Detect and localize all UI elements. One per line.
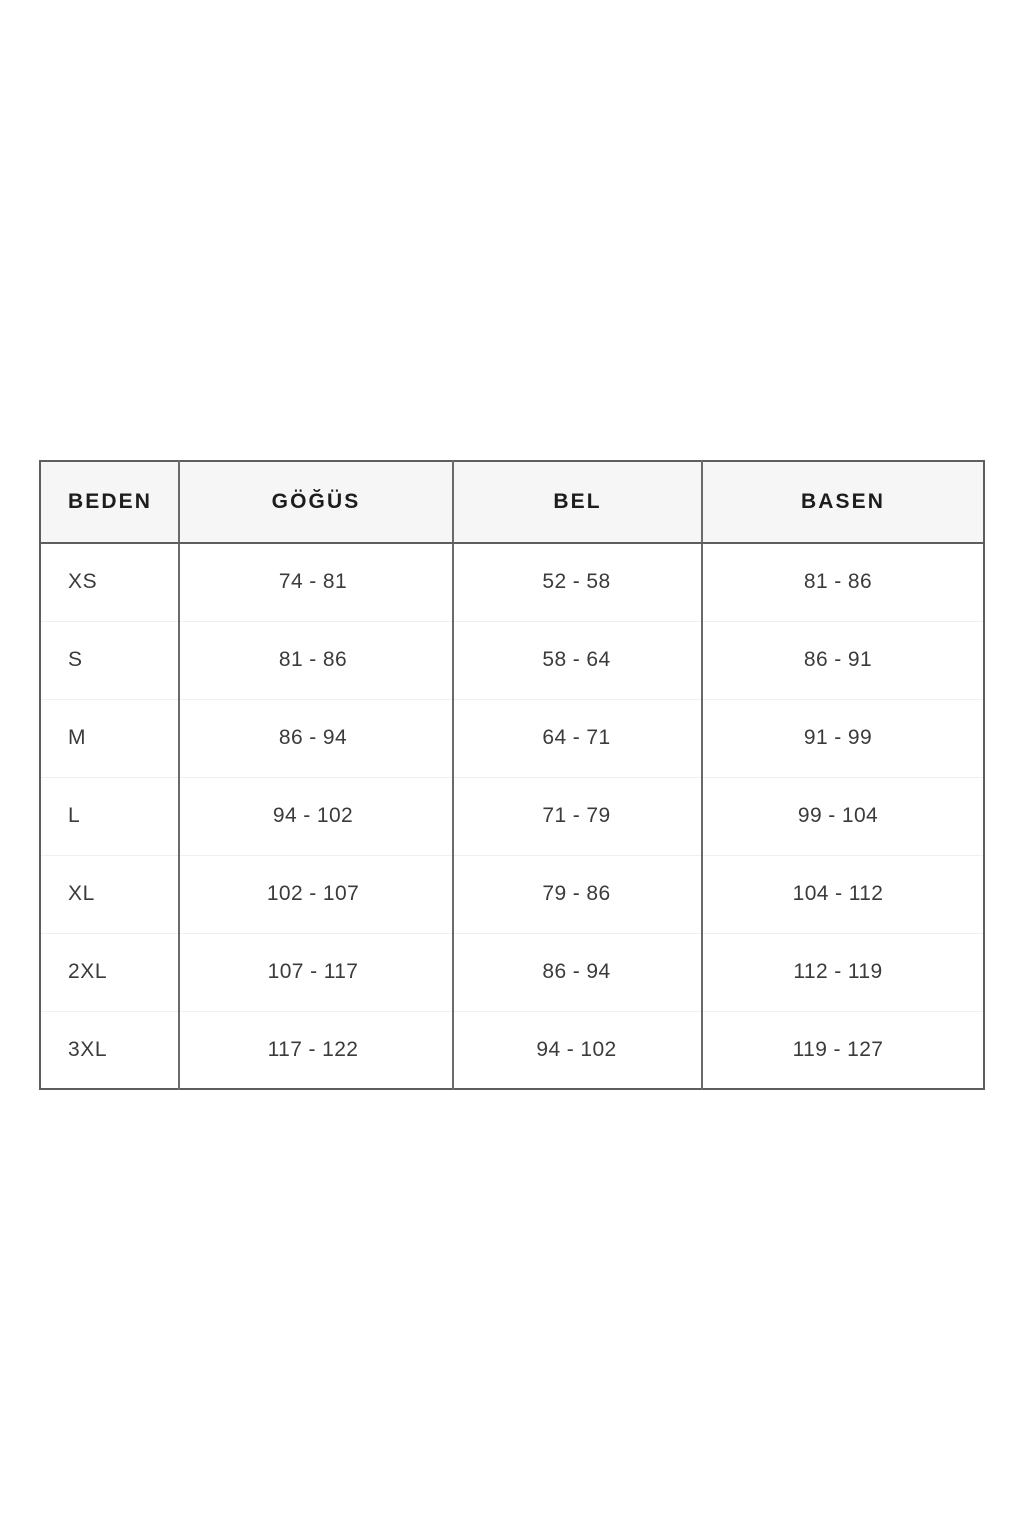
table-row: 3XL 117 - 122 94 - 102 119 - 127 — [40, 1011, 984, 1089]
size-chart-table: BEDEN GÖĞÜS BEL BASEN XS 74 - 81 52 - 58 81… — [39, 460, 985, 1090]
cell-basen: 91 - 99 — [702, 699, 984, 778]
column-header-beden: BEDEN — [40, 461, 180, 544]
table-header: BEDEN GÖĞÜS BEL BASEN — [40, 461, 984, 544]
cell-gogus: 102 - 107 — [179, 855, 454, 934]
cell-beden: M — [40, 699, 180, 778]
cell-beden: L — [40, 777, 180, 856]
cell-bel: 71 - 79 — [453, 777, 703, 856]
cell-gogus: 86 - 94 — [179, 699, 454, 778]
cell-gogus: 81 - 86 — [179, 621, 454, 700]
cell-bel: 79 - 86 — [453, 855, 703, 934]
cell-beden: S — [40, 621, 180, 700]
cell-gogus: 117 - 122 — [179, 1011, 454, 1089]
table-body: XS 74 - 81 52 - 58 81 - 86 S 81 - 86 58 - 64 86… — [40, 543, 984, 1089]
cell-beden: XL — [40, 855, 180, 934]
cell-basen: 112 - 119 — [702, 933, 984, 1012]
cell-beden: 3XL — [40, 1011, 180, 1089]
cell-bel: 58 - 64 — [453, 621, 703, 700]
table-row: L 94 - 102 71 - 79 99 - 104 — [40, 777, 984, 856]
table-row: XS 74 - 81 52 - 58 81 - 86 — [40, 543, 984, 622]
cell-beden: XS — [40, 543, 180, 622]
column-header-basen: BASEN — [702, 461, 984, 544]
cell-gogus: 94 - 102 — [179, 777, 454, 856]
cell-gogus: 74 - 81 — [179, 543, 454, 622]
column-header-gogus: GÖĞÜS — [179, 461, 454, 544]
size-chart-container: BEDEN GÖĞÜS BEL BASEN XS 74 - 81 52 - 58 81… — [39, 460, 985, 1090]
cell-bel: 94 - 102 — [453, 1011, 703, 1089]
table-row: XL 102 - 107 79 - 86 104 - 112 — [40, 855, 984, 934]
cell-bel: 86 - 94 — [453, 933, 703, 1012]
cell-basen: 81 - 86 — [702, 543, 984, 622]
cell-gogus: 107 - 117 — [179, 933, 454, 1012]
table-header-row: BEDEN GÖĞÜS BEL BASEN — [40, 461, 984, 544]
cell-basen: 86 - 91 — [702, 621, 984, 700]
cell-bel: 52 - 58 — [453, 543, 703, 622]
column-header-bel: BEL — [453, 461, 703, 544]
table-row: S 81 - 86 58 - 64 86 - 91 — [40, 621, 984, 700]
cell-basen: 119 - 127 — [792, 1037, 884, 1061]
cell-beden: 2XL — [40, 933, 180, 1012]
cell-basen: 104 - 112 — [702, 855, 984, 934]
table-row: 2XL 107 - 117 86 - 94 112 - 119 — [40, 933, 984, 1012]
cell-bel: 64 - 71 — [453, 699, 703, 778]
cell-basen: 99 - 104 — [702, 777, 984, 856]
table-row: M 86 - 94 64 - 71 91 - 99 — [40, 699, 984, 778]
